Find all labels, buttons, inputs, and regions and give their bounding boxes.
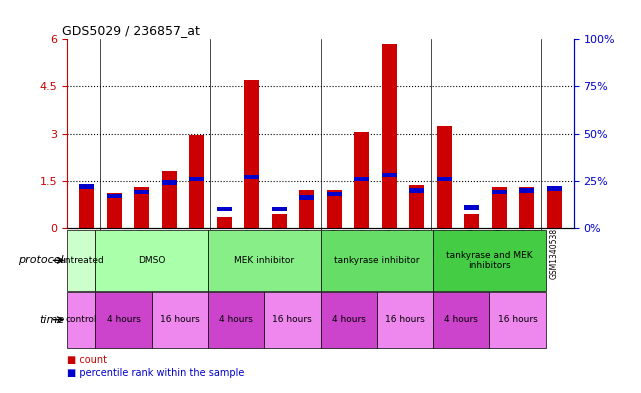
Bar xyxy=(272,214,287,228)
Text: GDS5029 / 236857_at: GDS5029 / 236857_at xyxy=(62,24,200,37)
Text: MEK inhibitor: MEK inhibitor xyxy=(234,256,294,265)
Bar xyxy=(547,186,562,191)
Bar xyxy=(547,187,562,228)
Text: 16 hours: 16 hours xyxy=(497,315,537,324)
Bar xyxy=(79,185,94,228)
Bar xyxy=(433,230,545,291)
Bar xyxy=(433,292,489,348)
Bar xyxy=(382,44,397,228)
Text: 16 hours: 16 hours xyxy=(385,315,425,324)
Text: GSM1340526: GSM1340526 xyxy=(385,228,394,279)
Bar xyxy=(79,184,94,189)
Bar xyxy=(409,188,424,193)
Text: tankyrase and MEK
inhibitors: tankyrase and MEK inhibitors xyxy=(446,251,533,270)
Text: GSM1340529: GSM1340529 xyxy=(467,228,476,279)
Bar xyxy=(272,207,287,211)
Text: 4 hours: 4 hours xyxy=(219,315,253,324)
Text: GSM1340535: GSM1340535 xyxy=(303,228,312,279)
Text: GSM1340536: GSM1340536 xyxy=(329,228,338,279)
Text: GSM1340524: GSM1340524 xyxy=(165,228,174,279)
Bar xyxy=(134,190,149,195)
Bar xyxy=(492,190,507,195)
Text: GSM1340521: GSM1340521 xyxy=(82,228,91,279)
Bar xyxy=(106,193,122,228)
Text: GSM1340523: GSM1340523 xyxy=(137,228,146,279)
Text: GSM1340534: GSM1340534 xyxy=(440,228,449,279)
Bar xyxy=(464,205,479,209)
Text: GSM1340537: GSM1340537 xyxy=(522,228,531,279)
Bar xyxy=(189,176,204,181)
Bar xyxy=(437,126,452,228)
Bar xyxy=(382,173,397,178)
Text: GSM1340522: GSM1340522 xyxy=(110,228,119,279)
Bar xyxy=(437,176,452,181)
Bar xyxy=(519,188,535,193)
Bar xyxy=(354,176,369,181)
Text: GSM1340530: GSM1340530 xyxy=(495,228,504,279)
Text: 4 hours: 4 hours xyxy=(444,315,478,324)
Bar xyxy=(377,292,433,348)
Text: control: control xyxy=(65,315,97,324)
Bar xyxy=(67,230,96,291)
Text: GSM1340525: GSM1340525 xyxy=(357,228,366,279)
Bar xyxy=(409,185,424,228)
Bar xyxy=(354,132,369,228)
Text: protocol: protocol xyxy=(19,255,64,265)
Text: 4 hours: 4 hours xyxy=(106,315,140,324)
Text: GSM1340533: GSM1340533 xyxy=(412,228,421,279)
Bar xyxy=(162,180,177,185)
Bar xyxy=(96,230,208,291)
Bar xyxy=(96,292,152,348)
Bar xyxy=(208,292,264,348)
Bar xyxy=(244,80,259,228)
Bar xyxy=(217,207,232,211)
Bar xyxy=(320,292,377,348)
Bar xyxy=(106,193,122,198)
Bar xyxy=(134,187,149,228)
Text: GSM1340528: GSM1340528 xyxy=(275,228,284,279)
Text: 4 hours: 4 hours xyxy=(331,315,365,324)
Text: GSM1340532: GSM1340532 xyxy=(220,228,229,279)
Bar xyxy=(189,135,204,228)
Text: GSM1340538: GSM1340538 xyxy=(550,228,559,279)
Text: ■ percentile rank within the sample: ■ percentile rank within the sample xyxy=(67,368,245,378)
Bar xyxy=(320,230,433,291)
Bar xyxy=(464,214,479,228)
Bar xyxy=(327,192,342,196)
Bar xyxy=(208,230,320,291)
Text: GSM1340527: GSM1340527 xyxy=(247,228,256,279)
Bar xyxy=(67,292,96,348)
Bar xyxy=(299,190,314,228)
Text: tankyrase inhibitor: tankyrase inhibitor xyxy=(334,256,419,265)
Text: ■ count: ■ count xyxy=(67,354,107,365)
Text: 16 hours: 16 hours xyxy=(272,315,312,324)
Text: GSM1340531: GSM1340531 xyxy=(192,228,201,279)
Bar xyxy=(244,174,259,179)
Text: 16 hours: 16 hours xyxy=(160,315,200,324)
Bar xyxy=(299,195,314,200)
Bar xyxy=(152,292,208,348)
Bar xyxy=(492,187,507,228)
Bar xyxy=(327,190,342,228)
Bar xyxy=(519,187,535,228)
Text: untreated: untreated xyxy=(59,256,104,265)
Text: DMSO: DMSO xyxy=(138,256,165,265)
Bar xyxy=(264,292,320,348)
Text: time: time xyxy=(39,315,64,325)
Bar xyxy=(217,217,232,228)
Bar xyxy=(162,171,177,228)
Bar xyxy=(489,292,545,348)
